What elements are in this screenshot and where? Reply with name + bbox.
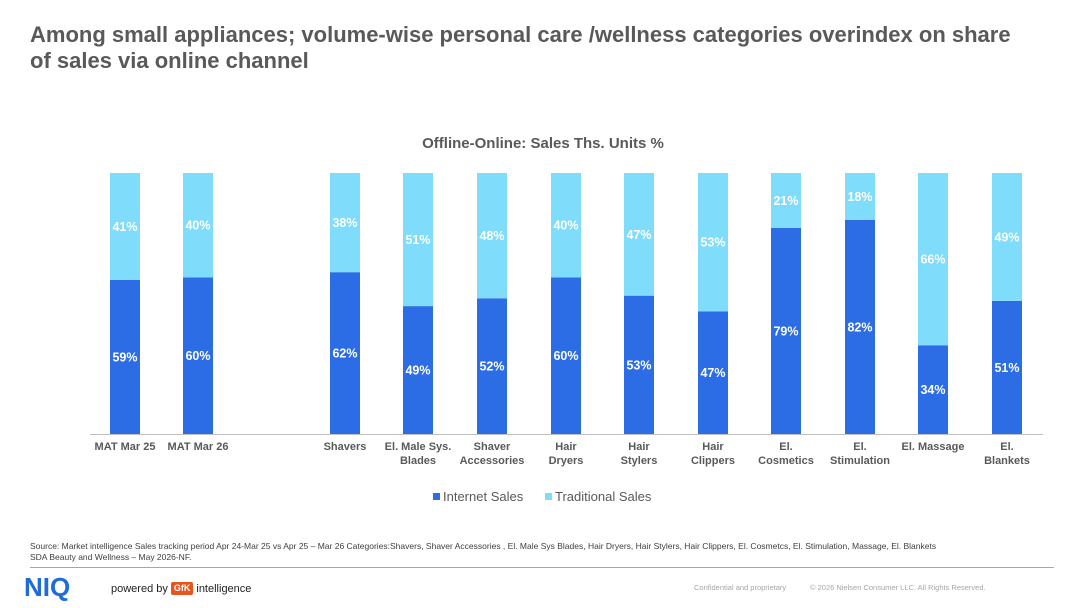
data-label-internet: 79% [773,324,798,338]
bar-traditional [698,173,728,312]
data-label-traditional: 53% [700,236,725,250]
source-note: Source: Market intelligence Sales tracki… [30,541,1030,563]
legend-traditional-label: Traditional Sales [555,489,652,504]
confidential-note: Confidential and proprietary [694,583,787,592]
data-label-internet: 51% [994,361,1019,375]
bar-internet [624,295,654,434]
data-label-internet: 59% [112,351,137,365]
data-label-traditional: 49% [994,230,1019,244]
data-label-internet: 53% [626,358,651,372]
data-label-traditional: 40% [553,219,578,233]
bar-traditional [330,173,360,273]
data-label-internet: 49% [405,364,430,378]
data-label-traditional: 47% [626,228,651,242]
data-label-traditional: 40% [185,219,210,233]
copyright-note: © 2026 Nielsen Consumer LLC. All Rights … [810,583,986,592]
legend-traditional-swatch [545,493,552,500]
data-label-internet: 47% [700,366,725,380]
bar-traditional [403,173,433,307]
bar-internet [330,272,360,434]
source-line-2: SDA Beauty and Wellness – May 2026-NF. [30,552,192,562]
bar-internet [403,306,433,434]
bar-traditional [110,173,140,281]
chart-title: Offline-Online: Sales Ths. Units % [422,135,664,152]
bar-internet [477,298,507,434]
bar-traditional [845,173,875,220]
data-label-traditional: 51% [405,233,430,247]
legend-internet-swatch [433,493,440,500]
bar-traditional [477,173,507,299]
data-label-internet: 82% [847,320,872,334]
stacked-bar-chart: Offline-Online: Sales Ths. Units % 59% 41%… [90,135,1043,504]
category-label: Shavers [324,441,367,453]
category-label: Hair [555,441,577,453]
category-label: Cosmetics [758,455,814,467]
data-label-traditional: 48% [479,229,504,243]
bar-internet [992,300,1022,434]
bar-traditional [771,173,801,228]
bar-internet [183,277,213,434]
bar-traditional [992,173,1022,301]
bar-internet [110,280,140,434]
category-label: MAT Mar 25 [95,441,156,453]
intelligence-text: intelligence [196,582,252,595]
data-label-internet: 62% [332,347,357,361]
category-label: Shaver [474,441,511,453]
category-label: Dryers [549,455,584,467]
bar-internet [918,345,948,434]
category-label: Clippers [691,455,735,467]
data-label-internet: 60% [553,349,578,363]
data-label-internet: 52% [479,360,504,374]
niq-logo: NIQ [24,572,71,602]
bar-traditional [551,173,581,278]
data-label-internet: 34% [920,383,945,397]
category-label: El. [853,441,866,453]
category-label: Hair [702,441,724,453]
data-label-traditional: 41% [112,220,137,234]
slide-headline: Among small appliances; volume-wise pers… [30,22,1011,73]
bar-internet [698,311,728,434]
category-label: MAT Mar 26 [168,441,229,453]
bar-traditional [624,173,654,296]
category-label: Stylers [621,455,658,467]
category-label: El. Massage [902,441,965,453]
category-label: Hair [628,441,650,453]
data-label-traditional: 66% [920,253,945,267]
category-label: El. Male Sys. [385,441,452,453]
bar-traditional [918,173,948,346]
data-label-internet: 60% [185,349,210,363]
footer-divider [30,567,1054,568]
category-label: Stimulation [830,455,890,467]
data-label-traditional: 18% [847,190,872,204]
data-label-traditional: 21% [773,194,798,208]
bar-traditional [183,173,213,278]
gfk-logo: GfK [170,582,194,595]
legend-internet-label: Internet Sales [443,489,524,504]
category-label: Blankets [984,455,1030,467]
bar-internet [771,227,801,434]
powered-by-gfk: powered by GfK intelligence [111,582,251,595]
powered-by-text: powered by [111,582,168,595]
bar-internet [845,219,875,434]
category-label: Accessories [460,455,525,467]
category-label: El. [779,441,792,453]
category-label: El. [1000,441,1013,453]
bar-internet [551,277,581,434]
category-label: Blades [400,455,436,467]
source-line-1: Source: Market intelligence Sales tracki… [30,541,937,551]
data-label-traditional: 38% [332,216,357,230]
